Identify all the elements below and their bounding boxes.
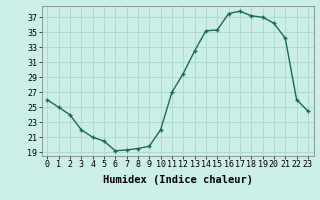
X-axis label: Humidex (Indice chaleur): Humidex (Indice chaleur) xyxy=(103,175,252,185)
